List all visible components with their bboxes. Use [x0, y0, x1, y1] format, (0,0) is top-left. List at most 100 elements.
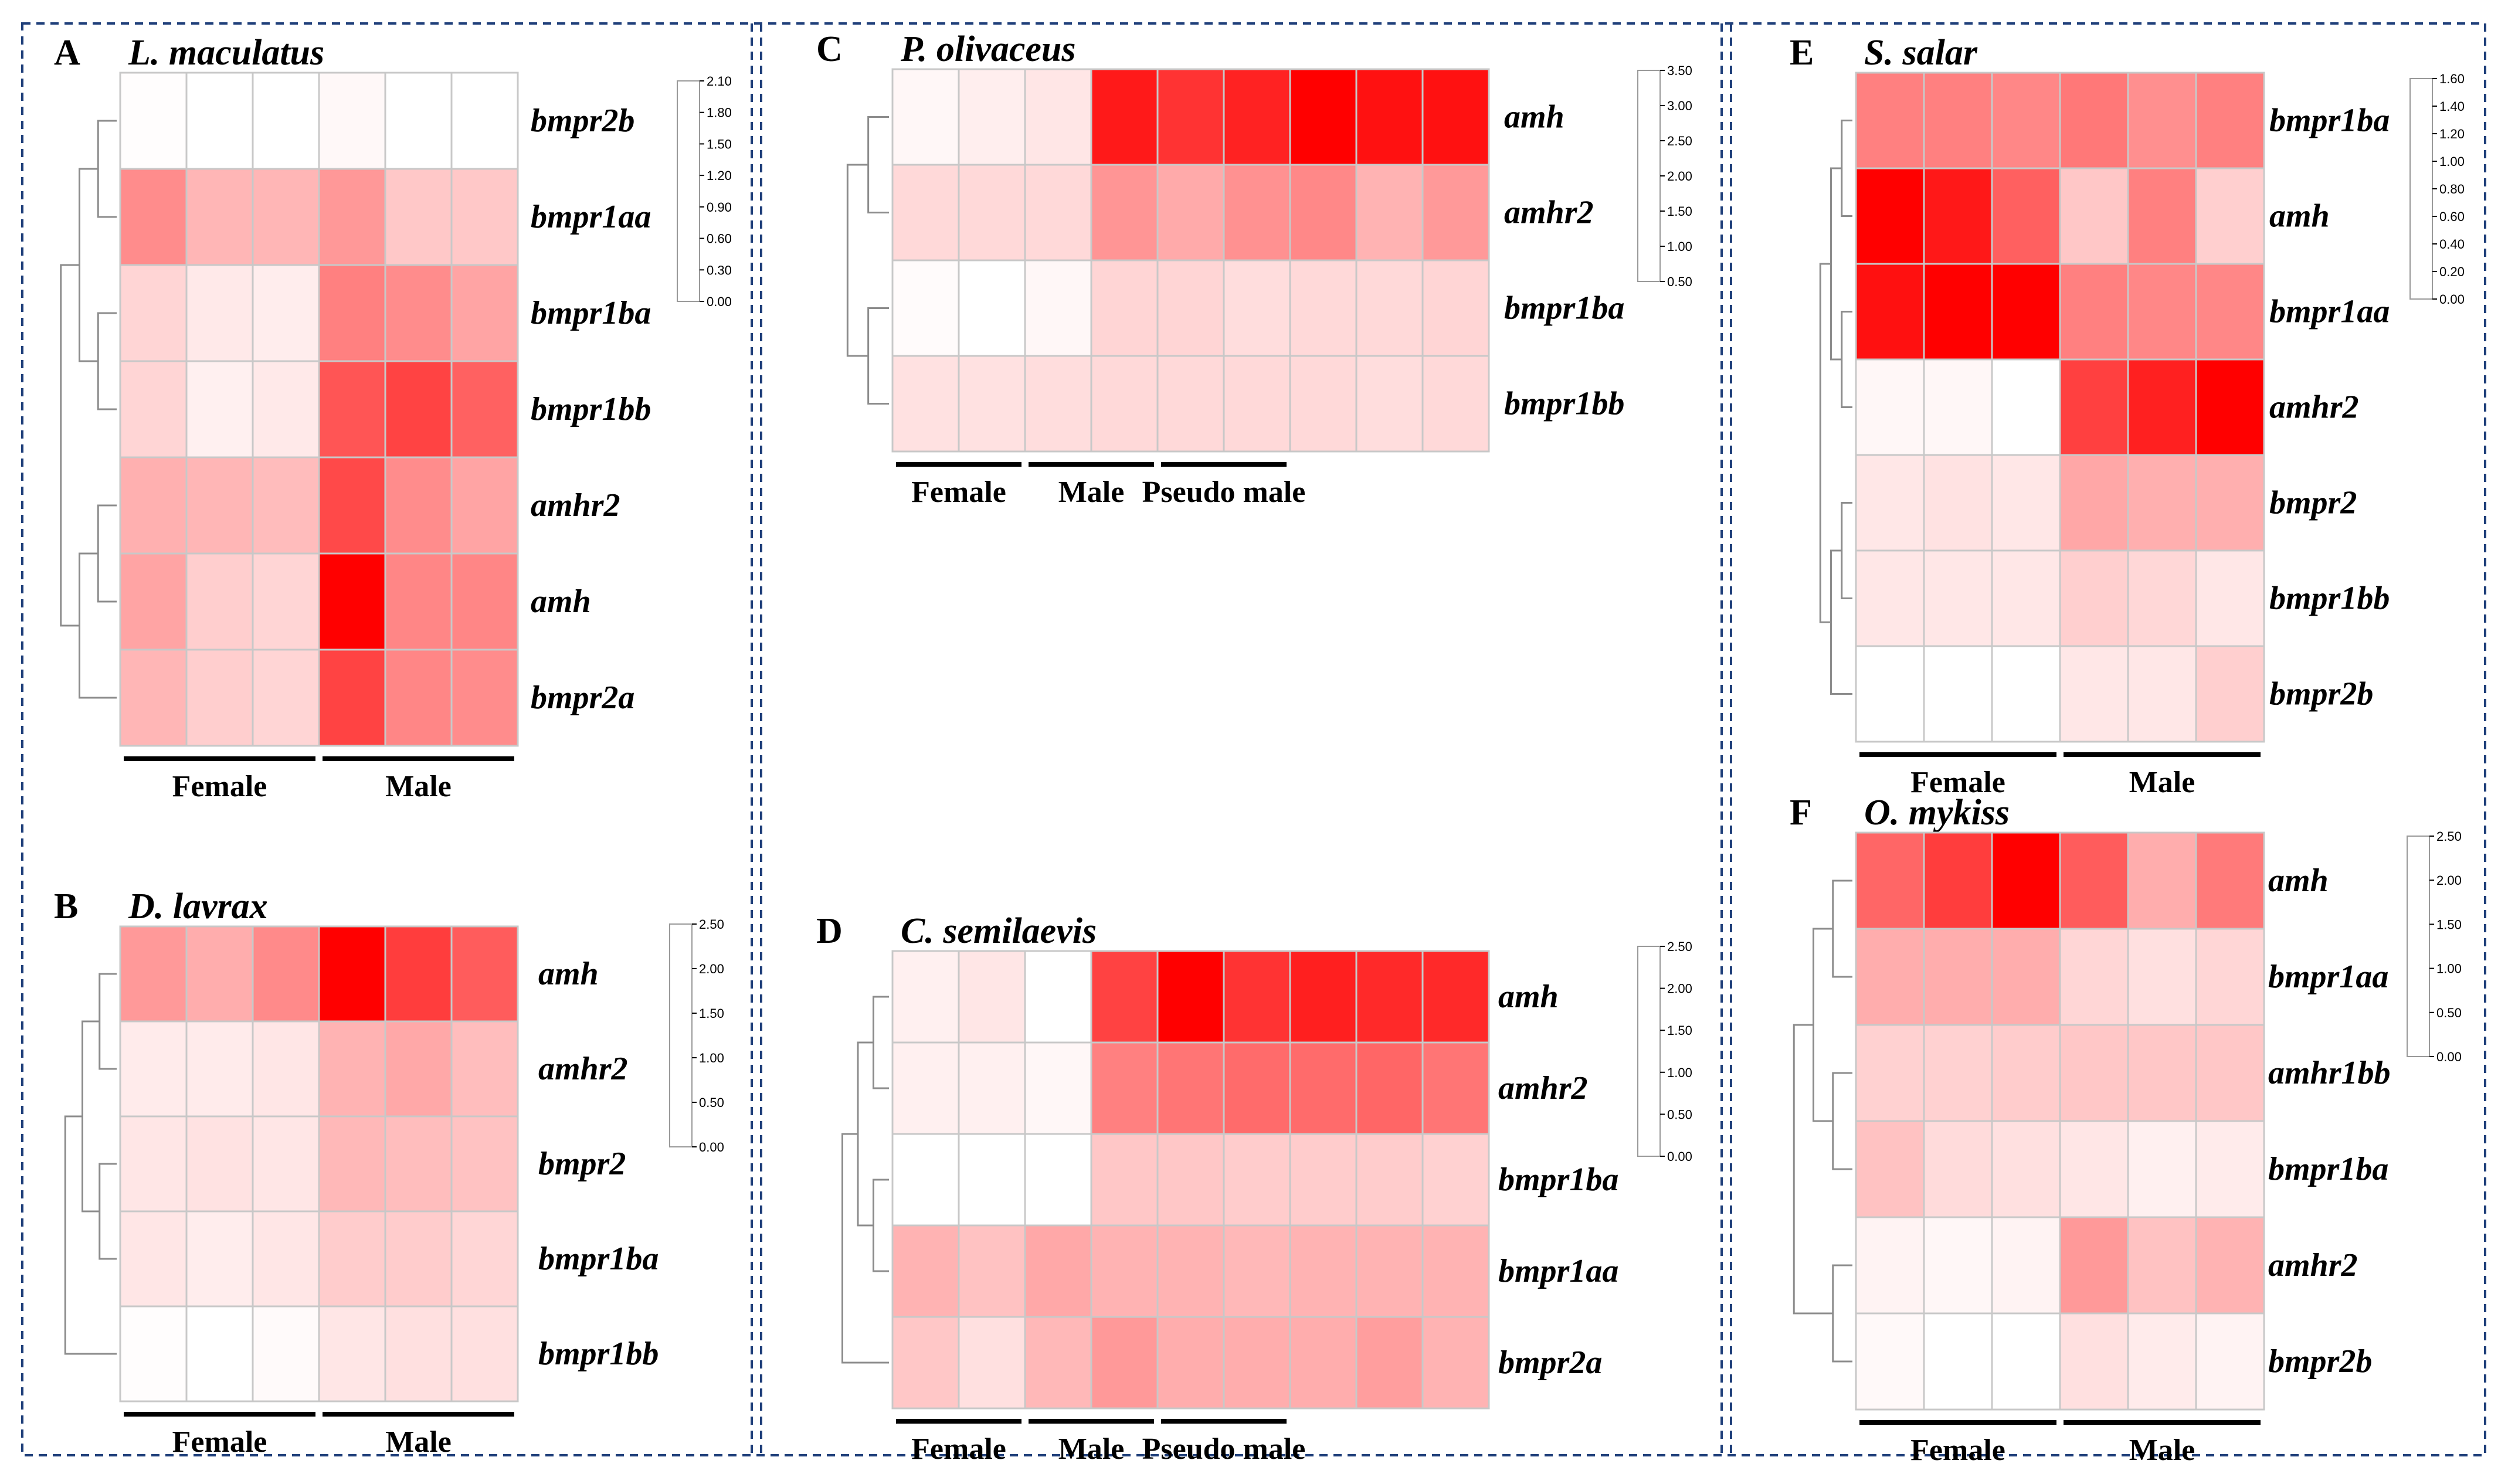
- panel-f-cell: [1855, 1024, 1925, 1122]
- panel-b-cell: [318, 925, 386, 1023]
- panel-b-row-label: amh: [538, 956, 599, 992]
- panel-c-cell: [958, 259, 1026, 357]
- panel-c-cell: [891, 259, 960, 357]
- panel-c-cell: [1289, 164, 1357, 262]
- panel-c-cell: [891, 164, 960, 262]
- panel-c-cell: [1090, 164, 1159, 262]
- panel-e-cell: [2195, 167, 2265, 265]
- panel-e-cell: [2059, 549, 2129, 647]
- panel-a-cell: [119, 264, 188, 362]
- panel-e-colorbar-tick-label: 0.00: [2439, 292, 2465, 307]
- panel-b-colorbar-tick-label: 1.00: [699, 1051, 724, 1065]
- panel-b-dendrogram-branch: [99, 973, 117, 1070]
- panel-a-row-label: amhr2: [531, 487, 620, 524]
- panel-d-row-label: amh: [1498, 979, 1559, 1015]
- panel-f-colorbar-tick-label: 2.00: [2436, 873, 2462, 888]
- panel-a-cell: [318, 456, 386, 555]
- panel-f-cell: [2195, 1024, 2265, 1122]
- panel-b-cell: [119, 1210, 188, 1308]
- panel-d-cell: [891, 1224, 960, 1318]
- panel-c-cell: [1024, 164, 1092, 262]
- panel-e-cell: [2195, 72, 2265, 169]
- panel-c-species: P. olivaceus: [900, 29, 1076, 69]
- panel-f-row-label: amhr2: [2268, 1247, 2358, 1283]
- panel-a-colorbar: [677, 80, 700, 302]
- panel-f-row-label: amh: [2268, 862, 2329, 899]
- panel-f-cell: [2127, 1120, 2197, 1218]
- panel-d-cell: [1024, 950, 1092, 1044]
- panel-f-cell: [2195, 831, 2265, 930]
- panel-b-colorbar-tick-label: 0.00: [699, 1140, 724, 1154]
- panel-f-group-label: Female: [1910, 1434, 2005, 1467]
- panel-a: A L. maculatus bmpr2b bmpr1aa bmpr1ba bmpr1bb…: [54, 33, 732, 803]
- panel-f-colorbar: [2407, 836, 2430, 1057]
- panel-a-cell: [252, 552, 320, 651]
- panel-a-cell: [252, 264, 320, 362]
- panel-e-colorbar-tick-label: 0.60: [2439, 209, 2465, 224]
- panel-a-cell: [450, 360, 519, 459]
- panel-e-species: S. salar: [1864, 33, 1978, 73]
- panel-a-cell: [450, 456, 519, 555]
- panel-e-cell: [2195, 263, 2265, 361]
- panel-d-row-label: bmpr1ba: [1498, 1162, 1618, 1198]
- panel-d-cell: [1090, 1133, 1159, 1227]
- panel-e-colorbar-tick-label: 0.80: [2439, 182, 2465, 196]
- panel-e-cell: [2059, 263, 2129, 361]
- panel-b-dendrogram-branch: [99, 1163, 117, 1260]
- panel-e: E S. salar bmpr1ba amh bmpr1aa amhr2 bmpr2 bmpr…: [1790, 33, 2465, 799]
- panel-d-cell: [1289, 1316, 1357, 1410]
- panel-a-cell: [252, 168, 320, 266]
- panel-f-cell: [1923, 1312, 1993, 1411]
- panel-d-colorbar-tick-label: 0.00: [1667, 1149, 1692, 1164]
- panel-a-dendrogram-branch: [60, 264, 80, 627]
- panel-e-cell: [2195, 549, 2265, 647]
- panel-e-cell: [2127, 358, 2197, 456]
- panel-c-colorbar-tick-label: 2.00: [1667, 169, 1692, 184]
- panel-a-colorbar-tick-label: 0.90: [707, 200, 732, 215]
- panel-a-colorbar-tick-label: 0.00: [707, 294, 732, 309]
- panel-d-cell: [1090, 1316, 1159, 1410]
- panel-c-cell: [1156, 355, 1225, 453]
- panel-e-colorbar-tick-label: 0.20: [2439, 264, 2465, 279]
- panel-e-cell: [1923, 167, 1993, 265]
- panel-f-cell: [2127, 1024, 2197, 1122]
- panel-f-cell: [2059, 928, 2129, 1026]
- panel-c-cell: [1355, 259, 1424, 357]
- panel-c-cell: [958, 68, 1026, 166]
- panel-c-cell: [1156, 164, 1225, 262]
- panel-d-cell: [1355, 950, 1424, 1044]
- panel-d-cell: [1421, 950, 1490, 1044]
- panel-d-species: C. semilaevis: [901, 911, 1097, 951]
- panel-e-cell: [2195, 358, 2265, 456]
- panel-e-cell: [1923, 72, 1993, 169]
- panel-d-colorbar-tick-label: 1.50: [1667, 1023, 1692, 1038]
- panel-a-row-label: bmpr2b: [531, 103, 634, 139]
- panel-f-colorbar-tick-label: 1.50: [2436, 917, 2462, 932]
- panel-d-row-label: amhr2: [1498, 1070, 1588, 1106]
- panel-d-cell: [958, 1316, 1026, 1410]
- panel-d-colorbar-tick-label: 1.00: [1667, 1065, 1692, 1080]
- panel-d-cell: [1355, 1316, 1424, 1410]
- panel-f-cell: [2127, 928, 2197, 1026]
- panel-d-cell: [1355, 1224, 1424, 1318]
- panel-e-cell: [2059, 454, 2129, 552]
- panel-b-cell: [119, 1305, 188, 1403]
- panel-c-cell: [1421, 259, 1490, 357]
- panel-c-cell: [1090, 68, 1159, 166]
- panel-a-cell: [119, 648, 188, 747]
- panel-e-row-label: bmpr1aa: [2269, 294, 2390, 330]
- panel-c-cell: [1421, 68, 1490, 166]
- panel-e-row-label: amhr2: [2269, 389, 2359, 426]
- panel-f-cell: [1855, 1312, 1925, 1411]
- panel-e-cell: [1855, 72, 1925, 169]
- panel-c-cell: [1289, 68, 1357, 166]
- panel-e-cell: [1923, 454, 1993, 552]
- panel-f-dendrogram-branch: [1813, 928, 1833, 1122]
- panel-f-cell: [1991, 1312, 2061, 1411]
- panel-f-cell: [2059, 1120, 2129, 1218]
- panel-a-row-label: bmpr1ba: [531, 295, 651, 331]
- panel-a-cell: [318, 72, 386, 170]
- panel-e-cell: [2127, 549, 2197, 647]
- panel-b-cell: [318, 1020, 386, 1118]
- panel-c-cell: [1421, 355, 1490, 453]
